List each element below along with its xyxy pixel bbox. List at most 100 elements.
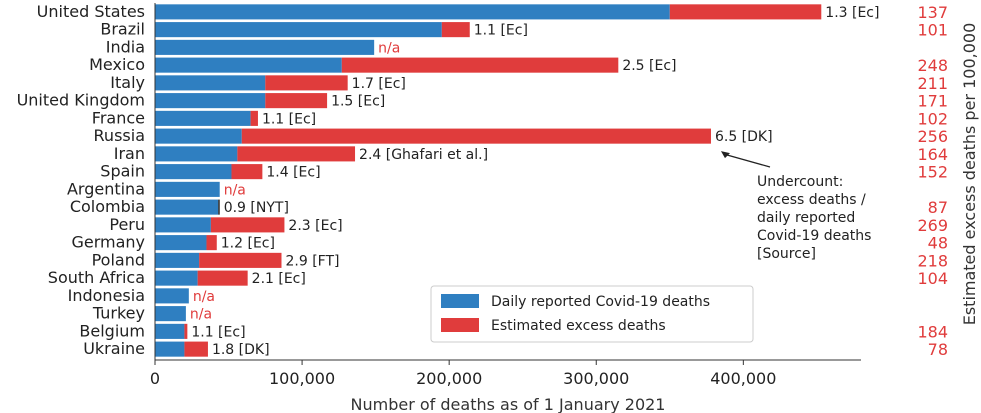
legend-label-excess: Estimated excess deaths xyxy=(491,318,666,334)
bar-label-argentina: n/a xyxy=(224,182,246,198)
bar-label-poland: 2.9 [FT] xyxy=(285,253,339,269)
annotation-line: Undercount: xyxy=(757,174,843,190)
bar-excess-belgium xyxy=(184,323,188,339)
bar-label-belgium: 1.1 [Ec] xyxy=(191,324,245,340)
x-axis-label: Number of deaths as of 1 January 2021 xyxy=(351,395,666,413)
x-tick-label: 200,000 xyxy=(416,369,482,388)
bar-reported-united-kingdom xyxy=(155,93,266,109)
per100k-value-united-kingdom: 171 xyxy=(917,92,948,111)
bar-reported-france xyxy=(155,110,251,126)
x-ticks-layer: 0 100,000 200,000 300,000 400,000 xyxy=(150,360,776,388)
per100k-value-iran: 164 xyxy=(917,145,948,164)
country-label-united-states: United States xyxy=(37,2,145,21)
bar-label-spain: 1.4 [Ec] xyxy=(266,165,320,181)
bar-reported-belgium xyxy=(155,323,185,339)
x-tick-label: 400,000 xyxy=(710,369,776,388)
bar-reported-united-states xyxy=(155,4,670,20)
bar-reported-poland xyxy=(155,252,200,268)
country-label-argentina: Argentina xyxy=(67,179,145,198)
country-label-mexico: Mexico xyxy=(89,55,145,74)
bar-label-peru: 2.3 [Ec] xyxy=(288,218,342,234)
bar-excess-mexico xyxy=(341,57,619,73)
country-label-iran: Iran xyxy=(114,144,145,163)
bar-reported-south-africa xyxy=(155,270,198,286)
bars-layer xyxy=(155,4,822,357)
bar-reported-italy xyxy=(155,75,266,91)
bar-reported-turkey xyxy=(155,306,186,322)
annotation-line: [Source] xyxy=(757,246,816,262)
bar-label-united-kingdom: 1.5 [Ec] xyxy=(331,94,385,110)
per100k-value-italy: 211 xyxy=(917,74,948,93)
x-tick-label: 0 xyxy=(150,369,160,388)
per100k-value-colombia: 87 xyxy=(928,198,948,217)
bar-reported-mexico xyxy=(155,57,342,73)
per100k-value-ukraine: 78 xyxy=(928,340,948,359)
country-label-india: India xyxy=(106,37,145,56)
annotation-line: excess deaths / xyxy=(757,192,866,208)
bar-label-south-africa: 2.1 [Ec] xyxy=(252,271,306,287)
country-labels-layer: United StatesBrazilIndiaMexicoItalyUnite… xyxy=(17,2,145,358)
bar-label-colombia: 0.9 [NYT] xyxy=(224,200,289,216)
bar-reported-peru xyxy=(155,217,211,233)
country-label-ukraine: Ukraine xyxy=(83,339,145,358)
per100k-value-peru: 269 xyxy=(917,216,948,235)
bar-reported-indonesia xyxy=(155,288,189,304)
x-tick-label: 300,000 xyxy=(563,369,629,388)
bar-excess-united-kingdom xyxy=(265,93,328,109)
bar-reported-colombia xyxy=(155,199,219,215)
per100k-value-poland: 218 xyxy=(917,251,948,270)
legend-swatch-reported xyxy=(441,294,479,308)
bar-label-france: 1.1 [Ec] xyxy=(262,111,316,127)
bar-label-iran: 2.4 [Ghafari et al.] xyxy=(359,147,488,163)
bar-excess-brazil xyxy=(441,22,470,38)
bar-label-brazil: 1.1 [Ec] xyxy=(474,23,528,39)
bar-excess-italy xyxy=(265,75,348,91)
bar-reported-india xyxy=(155,39,375,55)
country-label-germany: Germany xyxy=(71,233,145,252)
bar-labels-layer: 1.3 [Ec]1.1 [Ec]n/a2.5 [Ec]1.7 [Ec]1.5 [… xyxy=(190,5,880,358)
bar-label-united-states: 1.3 [Ec] xyxy=(825,5,879,21)
annotation-arrow-head xyxy=(720,151,730,159)
bar-reported-argentina xyxy=(155,181,220,197)
per100k-value-russia: 256 xyxy=(917,127,948,146)
bar-excess-colombia xyxy=(218,199,220,215)
legend: Daily reported Covid-19 deaths Estimated … xyxy=(430,285,754,343)
country-label-united-kingdom: United Kingdom xyxy=(17,91,145,110)
bar-label-ukraine: 1.8 [DK] xyxy=(212,342,270,358)
bar-excess-united-states xyxy=(669,4,822,20)
per100k-value-germany: 48 xyxy=(928,234,948,253)
legend-box xyxy=(430,285,754,343)
country-label-spain: Spain xyxy=(100,162,145,181)
bar-excess-spain xyxy=(231,164,263,180)
bar-excess-poland xyxy=(199,252,282,268)
bar-label-italy: 1.7 [Ec] xyxy=(352,76,406,92)
per100k-value-united-states: 137 xyxy=(917,3,948,22)
per100k-value-france: 102 xyxy=(917,109,948,128)
x-tick-label: 100,000 xyxy=(269,369,335,388)
bar-label-russia: 6.5 [DK] xyxy=(715,129,773,145)
country-label-italy: Italy xyxy=(110,73,145,92)
bar-reported-ukraine xyxy=(155,341,185,357)
bar-reported-germany xyxy=(155,235,207,251)
per100k-value-spain: 152 xyxy=(917,163,948,182)
country-label-france: France xyxy=(92,108,145,127)
bar-reported-iran xyxy=(155,146,238,162)
country-label-brazil: Brazil xyxy=(100,20,145,39)
bar-excess-france xyxy=(250,110,258,126)
annotation-line: daily reported xyxy=(757,210,855,226)
country-label-russia: Russia xyxy=(94,126,145,145)
bar-label-turkey: n/a xyxy=(190,307,212,323)
bar-excess-peru xyxy=(210,217,285,233)
bar-excess-germany xyxy=(206,235,217,251)
undercount-annotation: Undercount: excess deaths / daily reported… xyxy=(720,151,871,262)
bar-label-germany: 1.2 [Ec] xyxy=(221,236,275,252)
country-label-peru: Peru xyxy=(109,215,145,234)
bar-label-indonesia: n/a xyxy=(193,289,215,305)
right-axis-label: Estimated excess deaths per 100,000 xyxy=(960,23,979,326)
bar-excess-iran xyxy=(237,146,356,162)
bar-excess-ukraine xyxy=(184,341,208,357)
bar-label-india: n/a xyxy=(378,40,400,56)
country-label-indonesia: Indonesia xyxy=(68,286,145,305)
